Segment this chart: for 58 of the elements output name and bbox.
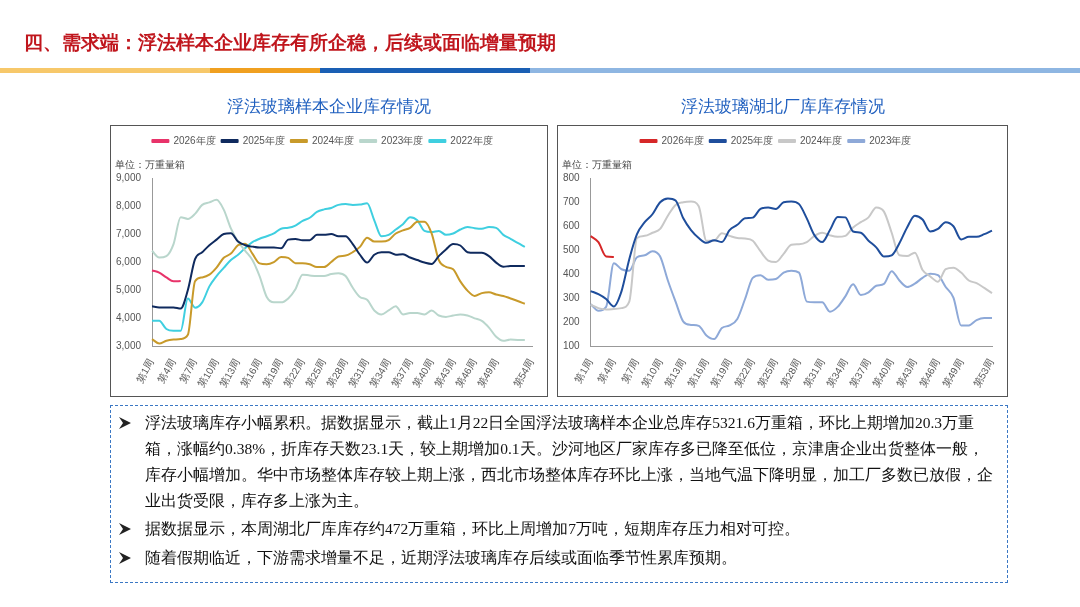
legend-label: 2024年度 — [800, 134, 843, 146]
x-tick-label: 第34周 — [824, 356, 850, 390]
x-tick-label: 第31周 — [801, 356, 827, 390]
y-tick-label: 700 — [563, 195, 581, 207]
x-tick-label: 第22周 — [731, 356, 757, 390]
legend-label: 2026年度 — [173, 134, 216, 146]
x-tick-label: 第25周 — [754, 356, 781, 390]
y-tick-label: 4,000 — [115, 311, 142, 323]
legend-label: 2025年度 — [730, 134, 773, 146]
x-tick-label: 第43周 — [893, 356, 919, 390]
text: 据数据显示，本周湖北厂库库存约472万重箱，环比上周增加7万吨，短期库存压力相对可控。 — [145, 519, 800, 539]
y-tick-label: 5,000 — [115, 283, 142, 295]
y-tick-label: 600 — [563, 219, 581, 231]
y-tick-label: 6,000 — [115, 255, 142, 267]
line-series — [589, 235, 615, 258]
text: 四、需求端：浮法样本企业库存有所企稳，后续或面临增量预期 — [24, 30, 556, 55]
y-tick-label: 400 — [563, 267, 581, 279]
x-tick-label: 第10周 — [639, 356, 665, 390]
x-tick-label: 第4周 — [155, 356, 178, 385]
y-tick-label: 3,000 — [115, 339, 142, 351]
y-tick-label: 800 — [563, 171, 581, 183]
chart-title: 浮法玻璃湖北厂库库存情况 — [679, 95, 886, 118]
legend-label: 2026年度 — [661, 134, 704, 146]
x-tick-label: 第46周 — [917, 356, 943, 390]
x-tick-label: 第40周 — [870, 356, 896, 390]
x-tick-label: 第7周 — [618, 356, 642, 385]
y-axis-title: 单位：万重量箱 — [562, 158, 632, 170]
line-series — [151, 232, 526, 310]
y-axis-title: 单位：万重量箱 — [115, 158, 185, 170]
x-tick-label: 第54周 — [511, 356, 537, 390]
y-tick-label: 8,000 — [115, 199, 142, 211]
x-tick-label: 第16周 — [685, 356, 711, 390]
y-tick-label: 7,000 — [115, 227, 142, 239]
x-tick-label: 第1周 — [133, 356, 157, 385]
y-tick-label: 300 — [563, 291, 581, 303]
legend-label: 2022年度 — [450, 134, 493, 146]
y-tick-label: 100 — [563, 339, 581, 351]
legend-label: 2024年度 — [311, 134, 355, 146]
x-tick-label: 第53周 — [971, 356, 997, 390]
line-series — [589, 250, 993, 341]
x-tick-label: 第49周 — [940, 356, 966, 390]
x-tick-label: 第28周 — [778, 356, 804, 390]
x-tick-label: 第13周 — [662, 356, 688, 390]
x-tick-label: 第4周 — [595, 356, 618, 385]
legend-label: 2023年度 — [869, 134, 912, 146]
y-tick-label: 9,000 — [115, 171, 142, 183]
y-tick-label: 200 — [563, 315, 581, 327]
x-tick-label: 第37周 — [847, 356, 873, 390]
text: 随着假期临近，下游需求增量不足，近期浮法玻璃库存后续或面临季节性累库预期。 — [145, 548, 737, 568]
x-tick-label: 第1周 — [572, 356, 595, 385]
y-tick-label: 500 — [563, 243, 581, 255]
x-tick-label: 第19周 — [708, 356, 734, 390]
legend-label: 2023年度 — [381, 134, 424, 146]
legend-label: 2025年度 — [242, 134, 285, 146]
text: 浮法玻璃库存小幅累积。据数据显示，截止1月22日全国浮法玻璃样本企业总库存5321.6万重箱，环比上期增加20.3万重箱，涨幅约0.38%，折库存天数23.1天，较上期增加0.1天。沙河地区厂家库存多已降至低位，京津唐企业出货整体一般，库存小幅增加。华中市场整体库存较上期上涨，西北市场整体库存环比上涨，当地气温下降明显，加工厂多数已放假，企业出货受限，库存多上涨为主。 — [145, 413, 994, 511]
chart-title: 浮法玻璃样本企业库存情况 — [226, 95, 432, 118]
line-series — [151, 269, 182, 283]
line-series — [151, 220, 526, 345]
